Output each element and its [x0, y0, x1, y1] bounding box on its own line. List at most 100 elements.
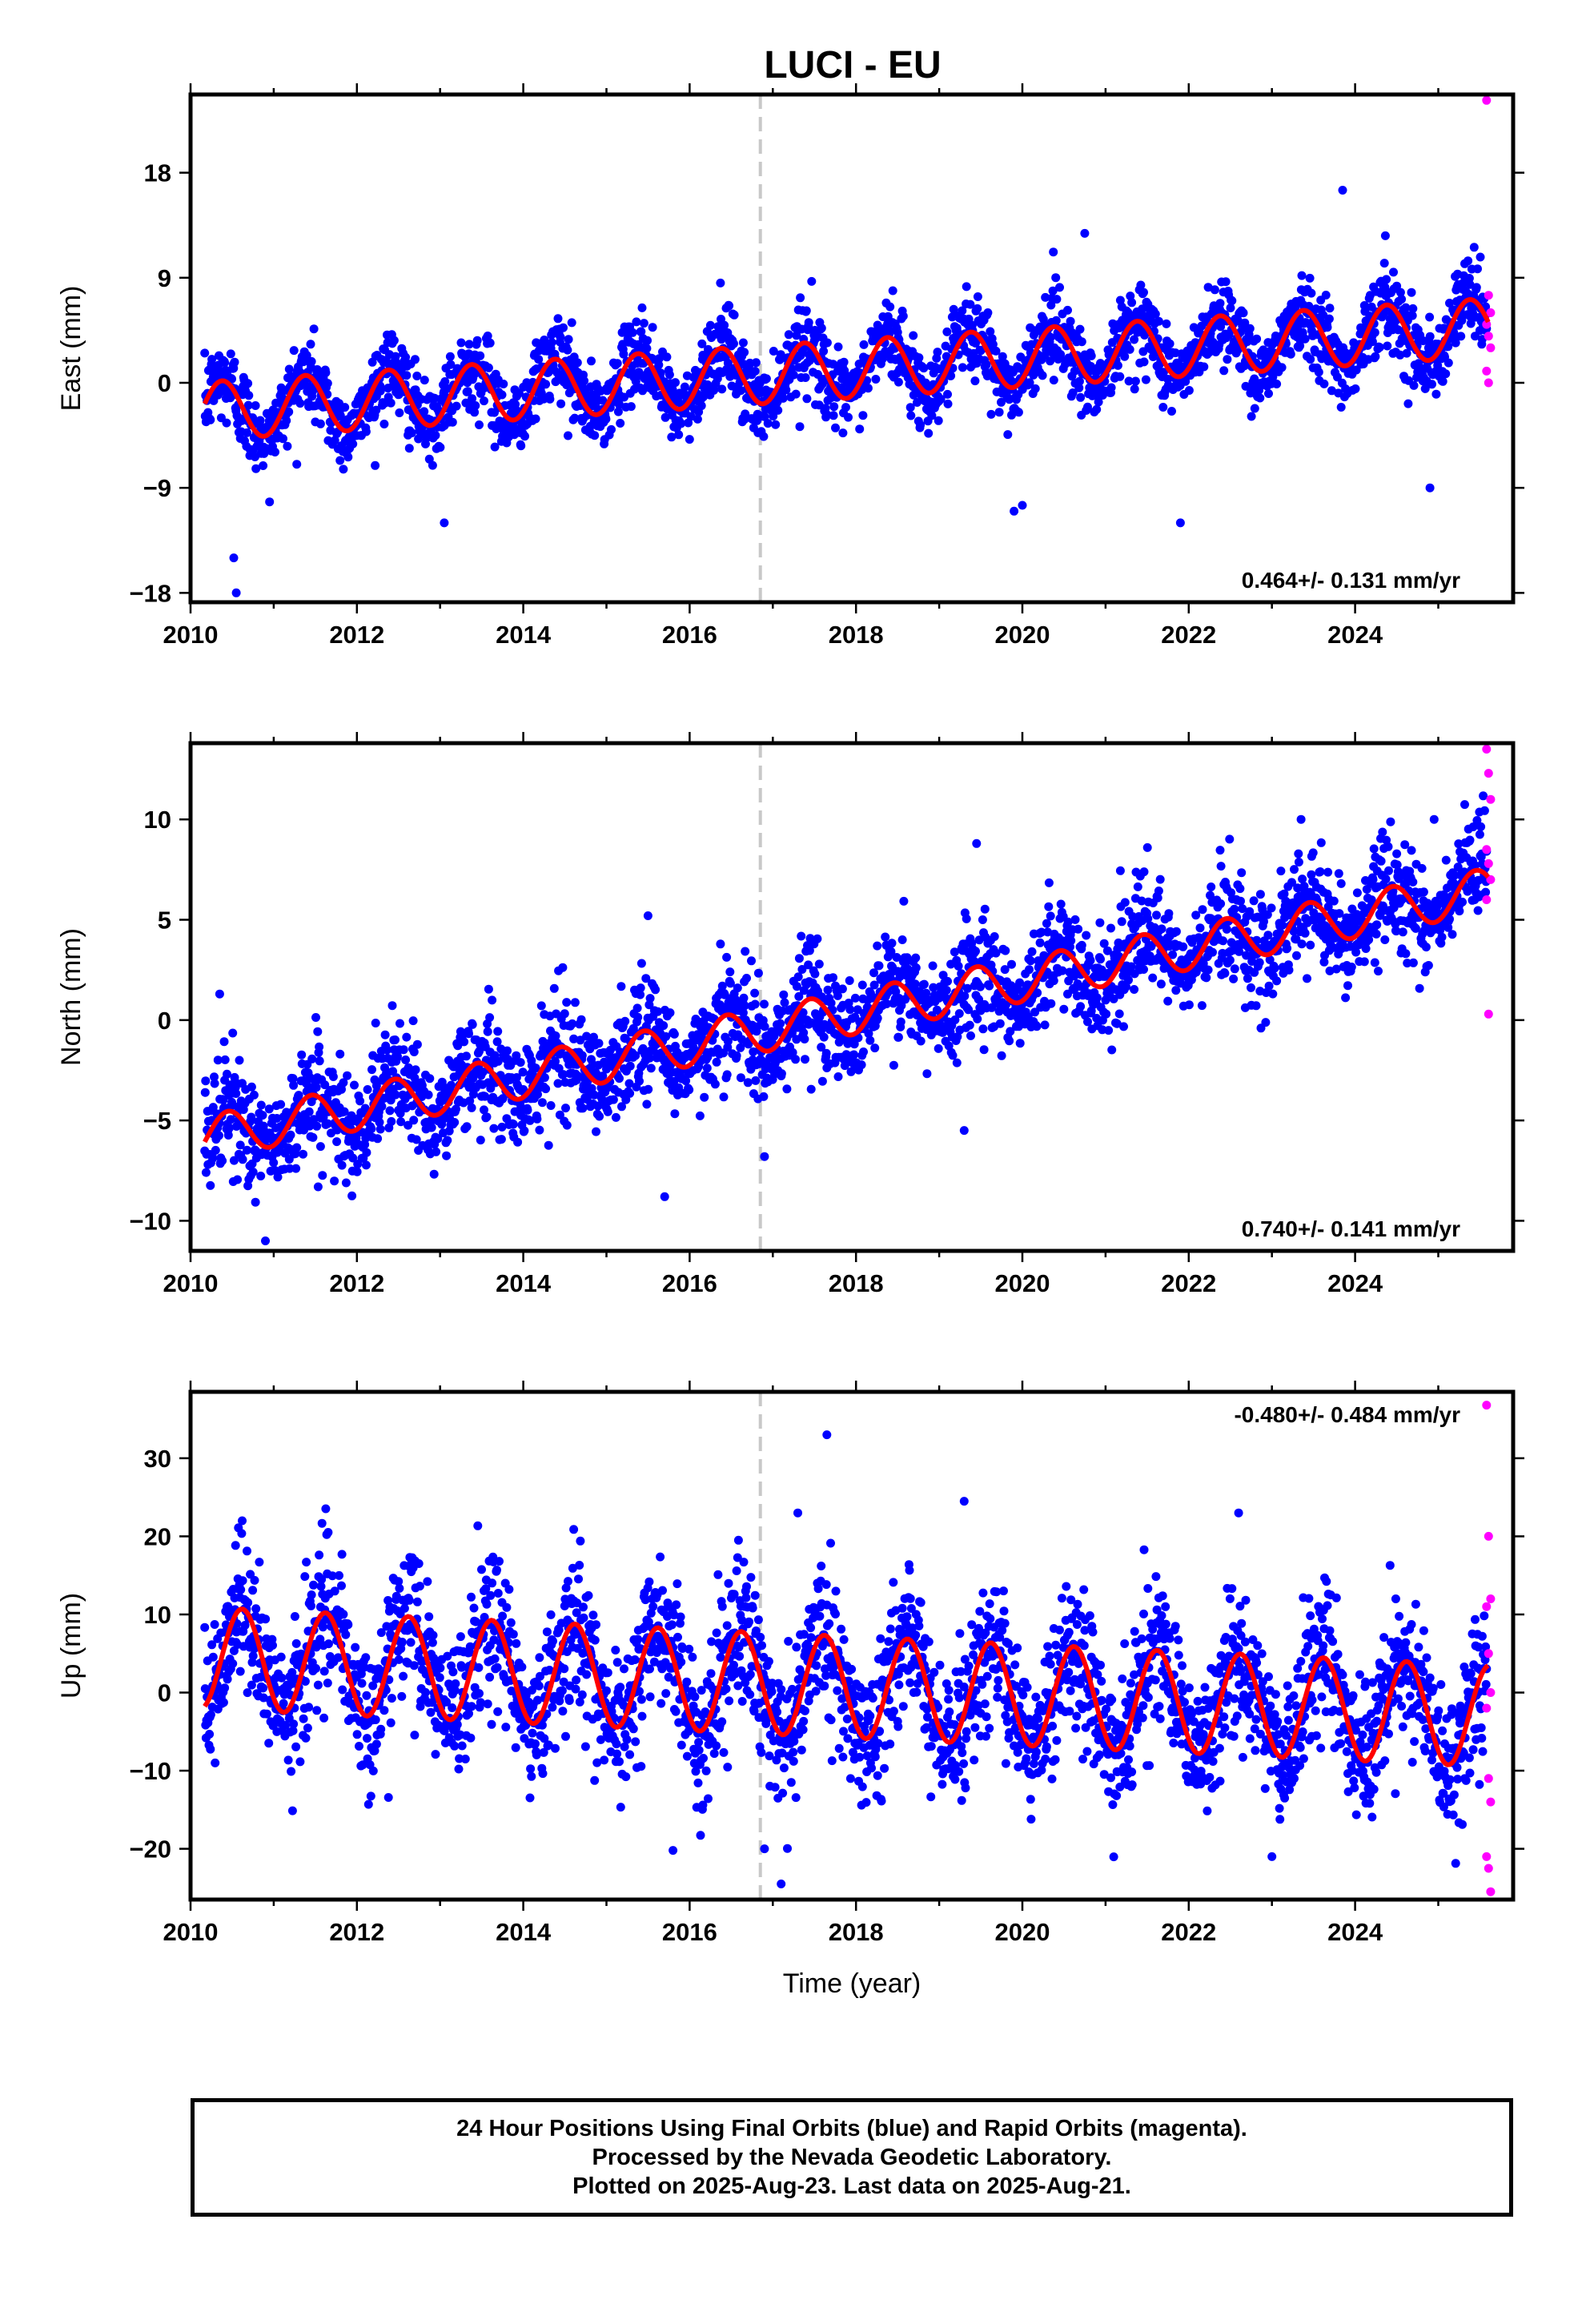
data-point	[308, 1132, 318, 1142]
data-point	[401, 1055, 411, 1064]
data-point	[1171, 986, 1181, 995]
data-point	[645, 1053, 654, 1063]
data-point	[595, 1112, 604, 1121]
outlier-point	[231, 588, 241, 597]
data-point	[568, 1019, 577, 1028]
data-point	[829, 360, 837, 369]
data-point	[1380, 231, 1390, 240]
data-point	[1420, 384, 1430, 393]
data-point	[665, 1008, 675, 1018]
data-point	[1068, 388, 1078, 397]
data-point	[404, 1120, 413, 1130]
data-point	[1191, 911, 1201, 920]
data-point	[1206, 891, 1215, 900]
data-point	[389, 336, 399, 345]
data-point	[1125, 344, 1134, 354]
data-point	[833, 342, 843, 352]
data-point	[541, 1084, 551, 1094]
data-point	[632, 317, 641, 327]
data-point	[1445, 299, 1454, 308]
data-point	[313, 1027, 323, 1036]
data-point	[307, 1054, 317, 1063]
data-point	[1157, 924, 1166, 934]
data-point	[1300, 334, 1310, 344]
data-point	[497, 1122, 507, 1132]
data-point	[386, 398, 396, 408]
data-point	[871, 375, 881, 384]
data-point	[476, 351, 485, 360]
data-point	[220, 1055, 230, 1064]
data-point	[685, 435, 694, 444]
data-point	[893, 377, 903, 387]
data-point	[791, 1055, 801, 1064]
data-point	[387, 1116, 396, 1126]
data-point	[936, 394, 946, 404]
data-point	[978, 915, 987, 924]
data-point	[551, 1031, 560, 1040]
data-point	[425, 1074, 435, 1084]
data-point	[1321, 291, 1331, 300]
data-point	[531, 414, 540, 424]
final-orbit-points	[200, 186, 1492, 597]
data-point	[1195, 923, 1205, 933]
data-point	[1014, 408, 1023, 417]
data-point	[1237, 868, 1247, 878]
data-point	[723, 358, 733, 368]
data-point	[1137, 896, 1146, 906]
data-point	[412, 1039, 422, 1049]
data-point	[1092, 404, 1102, 414]
data-point	[409, 1116, 419, 1125]
data-point	[750, 999, 760, 1009]
data-point	[943, 399, 953, 408]
data-point	[881, 932, 890, 942]
data-point	[1451, 338, 1460, 348]
data-point	[1099, 939, 1109, 948]
data-point	[283, 441, 292, 451]
data-point	[226, 1115, 235, 1124]
data-point	[243, 400, 253, 410]
data-point	[332, 1137, 342, 1147]
data-point	[251, 1197, 260, 1207]
data-point	[911, 963, 921, 972]
data-point	[1076, 392, 1086, 402]
data-point	[309, 324, 319, 334]
data-point	[1230, 964, 1239, 974]
data-point	[208, 1103, 218, 1112]
data-point	[410, 1073, 420, 1083]
data-point	[207, 355, 217, 364]
data-point	[905, 403, 915, 412]
data-point	[206, 415, 215, 424]
data-point	[339, 1107, 349, 1116]
data-point	[1227, 296, 1237, 305]
data-point	[321, 368, 331, 377]
data-point	[484, 363, 493, 372]
data-point	[1153, 893, 1162, 903]
data-point	[284, 364, 294, 374]
data-point	[806, 1084, 816, 1094]
data-point	[855, 424, 865, 434]
data-point	[1027, 947, 1037, 956]
data-point	[960, 991, 970, 1001]
data-point	[323, 379, 332, 388]
data-point	[1102, 1009, 1111, 1019]
data-point	[1082, 931, 1091, 940]
data-point	[569, 1034, 579, 1043]
data-point	[1158, 368, 1168, 377]
data-point	[637, 303, 647, 312]
data-point	[804, 960, 813, 970]
data-point	[1150, 309, 1160, 319]
data-point	[759, 432, 769, 441]
data-point	[553, 1079, 563, 1088]
data-point	[567, 318, 576, 328]
data-point	[833, 991, 842, 1000]
data-point	[620, 1016, 630, 1026]
data-point	[443, 1136, 452, 1145]
data-point	[1128, 912, 1138, 921]
data-point	[760, 1022, 769, 1031]
data-point	[210, 1072, 219, 1082]
data-point	[702, 1063, 712, 1073]
data-point	[695, 1111, 705, 1120]
data-point	[375, 386, 385, 396]
data-point	[1239, 308, 1248, 318]
data-point	[1076, 1002, 1086, 1011]
